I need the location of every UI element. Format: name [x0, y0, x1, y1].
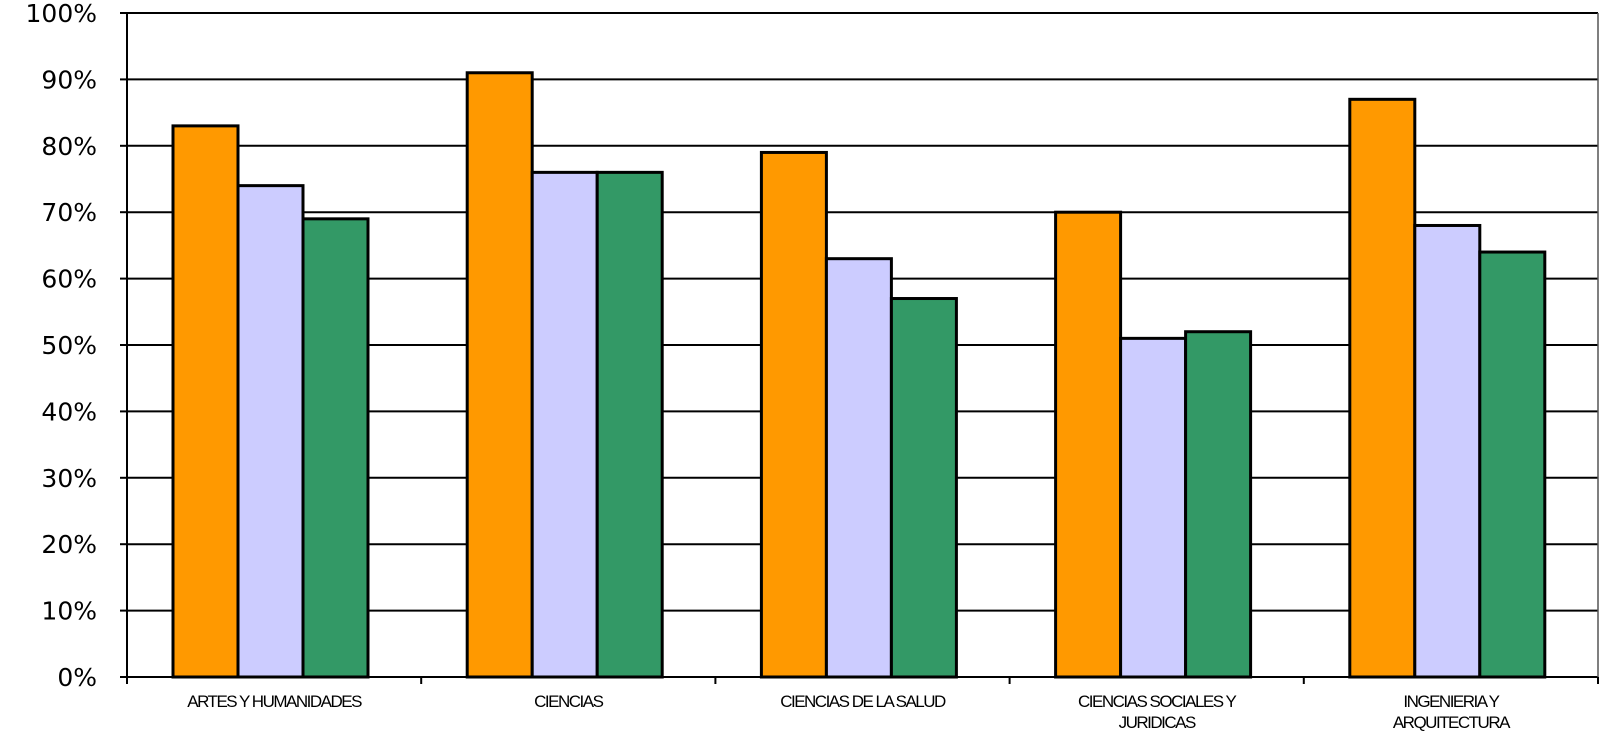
y-tick-label: 70% — [41, 198, 97, 227]
x-tick-label: ARQUITECTURA — [1393, 713, 1511, 732]
x-tick-label: CIENCIAS DE LA SALUD — [780, 692, 946, 711]
y-tick-label: 30% — [41, 464, 97, 493]
bar-series-2-cat-5 — [1413, 223, 1482, 679]
bar-series-3-cat-1 — [301, 217, 370, 679]
x-tick-labels: ARTES Y HUMANIDADES CIENCIAS CIENCIAS DE L… — [187, 692, 1512, 732]
y-tick-label: 10% — [41, 597, 97, 626]
y-tick-label: 20% — [41, 530, 97, 559]
x-tick-label: CIENCIAS SOCIALES Y — [1078, 692, 1236, 711]
bar-series-2-cat-3 — [824, 257, 893, 679]
x-tick-label: INGENIERIA Y — [1403, 692, 1499, 711]
bar-series-1-cat-3 — [759, 150, 828, 679]
bar-series-1-cat-5 — [1348, 97, 1417, 679]
y-tick-label: 40% — [41, 397, 97, 426]
bar-series-3-cat-4 — [1184, 330, 1253, 679]
y-tick-label: 60% — [41, 265, 97, 294]
y-tick-label: 90% — [41, 65, 97, 94]
bar-series-2-cat-4 — [1119, 336, 1188, 679]
bar-series-2-cat-1 — [236, 184, 305, 679]
bar-series-3-cat-5 — [1478, 250, 1547, 679]
x-tick-label: JURIDICAS — [1119, 713, 1196, 732]
y-tick-label: 0% — [57, 663, 97, 692]
bar-series-1-cat-4 — [1054, 210, 1123, 679]
bar-series-2-cat-2 — [530, 170, 599, 679]
y-tick-label: 50% — [41, 331, 97, 360]
x-tick-label: CIENCIAS — [534, 692, 603, 711]
y-tick-label: 80% — [41, 132, 97, 161]
axes — [120, 12, 1599, 684]
y-tick-label: 100% — [26, 0, 97, 28]
bars — [171, 71, 1547, 679]
bar-series-3-cat-3 — [889, 297, 958, 679]
bar-series-1-cat-1 — [171, 124, 240, 679]
x-tick-label: ARTES Y HUMANIDADES — [187, 692, 362, 711]
y-tick-labels: 0% 10% 20% 30% 40% 50% 60% 70% 80% 90% 100% — [26, 0, 97, 692]
bar-series-1-cat-2 — [465, 71, 534, 679]
bar-series-3-cat-2 — [595, 170, 664, 679]
